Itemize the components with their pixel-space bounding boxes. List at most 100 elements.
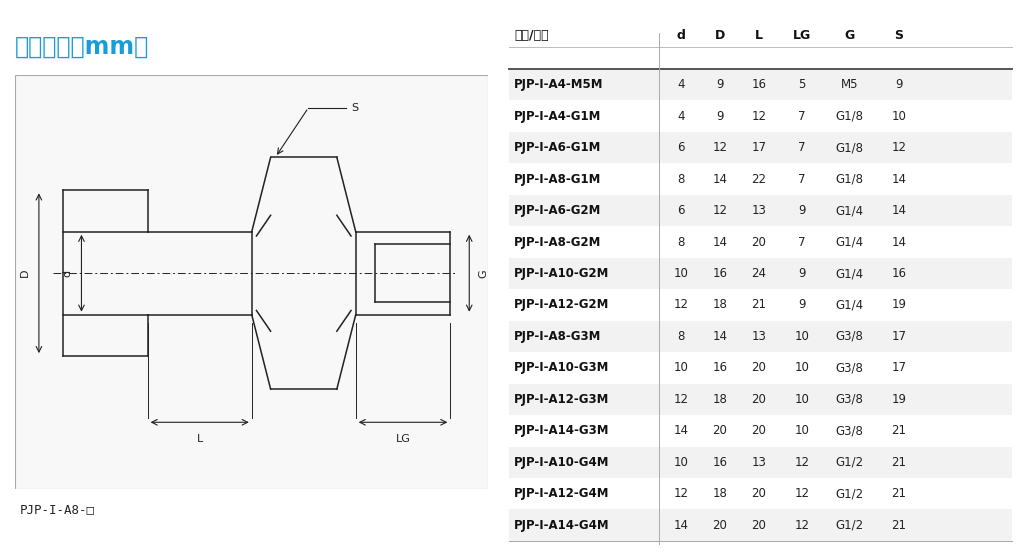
Text: G: G: [844, 29, 855, 43]
Text: G1/4: G1/4: [836, 204, 863, 217]
Text: 17: 17: [752, 141, 767, 154]
Text: PJP-I-A8-□: PJP-I-A8-□: [20, 503, 95, 516]
Bar: [508, 447, 1012, 478]
Text: 9: 9: [798, 267, 805, 280]
Text: G: G: [479, 269, 489, 278]
Text: L: L: [196, 434, 202, 444]
Text: D: D: [715, 29, 725, 43]
Text: 9: 9: [798, 204, 805, 217]
Text: 14: 14: [673, 519, 689, 532]
Text: 16: 16: [752, 78, 767, 91]
Text: 9: 9: [895, 78, 903, 91]
Text: G1/4: G1/4: [836, 236, 863, 248]
Text: 14: 14: [892, 204, 906, 217]
Text: PJP-I-A12-G2M: PJP-I-A12-G2M: [514, 299, 609, 311]
Text: D: D: [19, 269, 29, 278]
Text: 21: 21: [892, 424, 906, 437]
Bar: [508, 509, 1012, 541]
Text: 20: 20: [752, 424, 767, 437]
Text: 9: 9: [798, 299, 805, 311]
Text: G3/8: G3/8: [836, 362, 863, 374]
Text: 19: 19: [892, 299, 906, 311]
Text: G1/4: G1/4: [836, 299, 863, 311]
Text: 20: 20: [713, 519, 727, 532]
Text: 21: 21: [892, 487, 906, 500]
Text: 13: 13: [752, 456, 767, 469]
Text: 14: 14: [713, 173, 727, 185]
Text: G1/2: G1/2: [836, 456, 863, 469]
Text: 9: 9: [716, 78, 724, 91]
Text: 20: 20: [713, 424, 727, 437]
Bar: [508, 195, 1012, 226]
Text: 20: 20: [752, 487, 767, 500]
Text: G1/8: G1/8: [836, 110, 863, 123]
Text: LG: LG: [792, 29, 811, 43]
Text: 4: 4: [677, 78, 684, 91]
Text: G1/8: G1/8: [836, 173, 863, 185]
Bar: [508, 321, 1012, 352]
Text: S: S: [895, 29, 903, 43]
Text: 4: 4: [677, 110, 684, 123]
Text: 18: 18: [713, 393, 727, 406]
Text: 7: 7: [798, 236, 805, 248]
Text: 21: 21: [752, 299, 767, 311]
Text: 12: 12: [794, 519, 810, 532]
Bar: [508, 69, 1012, 100]
Text: G1/2: G1/2: [836, 519, 863, 532]
Text: 12: 12: [713, 141, 727, 154]
Text: 19: 19: [892, 393, 906, 406]
Text: 14: 14: [673, 424, 689, 437]
Text: 10: 10: [794, 393, 810, 406]
Text: 尺寸规格（mm）: 尺寸规格（mm）: [15, 35, 149, 59]
Bar: [508, 384, 1012, 415]
Bar: [508, 132, 1012, 163]
Text: PJP-I-A12-G3M: PJP-I-A12-G3M: [514, 393, 609, 406]
Text: 12: 12: [794, 487, 810, 500]
Text: 17: 17: [892, 330, 906, 343]
Text: 10: 10: [673, 267, 689, 280]
Text: G3/8: G3/8: [836, 393, 863, 406]
Text: PJP-I-A4-M5M: PJP-I-A4-M5M: [514, 78, 603, 91]
Text: 14: 14: [892, 236, 906, 248]
Text: LG: LG: [396, 434, 411, 444]
Text: 7: 7: [798, 141, 805, 154]
Text: d: d: [62, 270, 72, 277]
Text: 21: 21: [892, 456, 906, 469]
Text: 8: 8: [677, 173, 684, 185]
Text: 16: 16: [892, 267, 906, 280]
Text: 12: 12: [892, 141, 906, 154]
Text: 20: 20: [752, 393, 767, 406]
Text: G1/8: G1/8: [836, 141, 863, 154]
Text: PJP-I-A12-G4M: PJP-I-A12-G4M: [514, 487, 609, 500]
Text: L: L: [755, 29, 763, 43]
Text: G3/8: G3/8: [836, 330, 863, 343]
Text: 14: 14: [892, 173, 906, 185]
Text: 20: 20: [752, 519, 767, 532]
Text: 12: 12: [794, 456, 810, 469]
Text: d: d: [676, 29, 685, 43]
Text: G3/8: G3/8: [836, 424, 863, 437]
Text: PJP-I-A6-G2M: PJP-I-A6-G2M: [514, 204, 601, 217]
Text: 21: 21: [892, 519, 906, 532]
Text: PJP-I-A8-G1M: PJP-I-A8-G1M: [514, 173, 601, 185]
Text: 10: 10: [892, 110, 906, 123]
Text: PJP-I-A8-G3M: PJP-I-A8-G3M: [514, 330, 601, 343]
Text: 16: 16: [713, 456, 727, 469]
Text: G1/4: G1/4: [836, 267, 863, 280]
Text: 7: 7: [798, 110, 805, 123]
Text: 24: 24: [752, 267, 767, 280]
Text: 型号/尺寸: 型号/尺寸: [514, 29, 548, 43]
Text: 13: 13: [752, 330, 767, 343]
Text: 18: 18: [713, 299, 727, 311]
Text: PJP-I-A4-G1M: PJP-I-A4-G1M: [514, 110, 601, 123]
Text: 13: 13: [752, 204, 767, 217]
Text: 17: 17: [892, 362, 906, 374]
Text: PJP-I-A10-G3M: PJP-I-A10-G3M: [514, 362, 609, 374]
Text: G1/2: G1/2: [836, 487, 863, 500]
Text: 10: 10: [794, 362, 810, 374]
Text: 22: 22: [752, 173, 767, 185]
Text: 5: 5: [798, 78, 805, 91]
Text: 10: 10: [673, 362, 689, 374]
Text: 7: 7: [798, 173, 805, 185]
Text: 6: 6: [677, 204, 684, 217]
